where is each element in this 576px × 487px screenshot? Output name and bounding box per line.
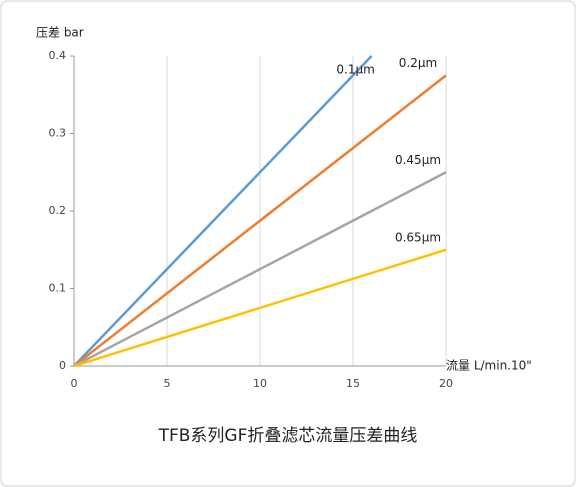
series-label: 0.45μm	[395, 153, 441, 167]
y-tick-label: 0.2	[49, 204, 67, 217]
series-label: 0.65μm	[395, 230, 441, 244]
x-tick-label: 10	[253, 377, 267, 390]
x-tick-label: 0	[71, 377, 78, 390]
x-tick-label: 15	[346, 377, 360, 390]
y-tick-label: 0.4	[49, 49, 67, 62]
y-tick-label: 0.3	[49, 127, 67, 140]
series-line	[73, 171, 447, 368]
y-axis-label: 压差 bar	[36, 26, 84, 40]
y-tick-label: 0	[59, 359, 66, 372]
series-label: 0.2μm	[399, 56, 437, 70]
y-tick-label: 0.1	[49, 282, 67, 295]
series-line	[73, 248, 447, 368]
x-tick-label: 20	[439, 377, 453, 390]
series-label: 0.1μm	[336, 63, 374, 77]
x-tick-label: 5	[164, 377, 171, 390]
series-line	[73, 74, 447, 367]
x-axis-label: 流量 L/min.10"	[446, 359, 532, 373]
chart-title: TFB系列GF折叠滤芯流量压差曲线	[158, 426, 418, 446]
series-line	[73, 55, 373, 367]
